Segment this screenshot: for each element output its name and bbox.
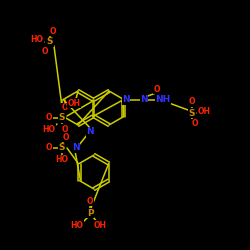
Text: O: O xyxy=(189,98,195,106)
Text: HO: HO xyxy=(70,220,84,230)
Text: S: S xyxy=(59,114,65,122)
Text: OH: OH xyxy=(198,106,210,116)
Text: P: P xyxy=(87,208,93,218)
Text: N: N xyxy=(86,128,94,136)
Text: OH: OH xyxy=(94,220,106,230)
Text: O: O xyxy=(63,132,69,141)
Text: O: O xyxy=(192,120,198,128)
Text: S: S xyxy=(47,38,53,46)
Text: HO: HO xyxy=(30,36,44,44)
Text: O: O xyxy=(87,196,93,205)
Text: O: O xyxy=(154,84,160,94)
Text: HO: HO xyxy=(42,124,56,134)
Text: O: O xyxy=(62,124,68,134)
Text: O: O xyxy=(62,104,68,112)
Text: O: O xyxy=(42,48,48,56)
Text: O: O xyxy=(50,26,56,36)
Text: O: O xyxy=(46,114,52,122)
Text: NH: NH xyxy=(156,96,170,104)
Text: N: N xyxy=(122,96,130,104)
Text: S: S xyxy=(59,144,65,152)
Text: S: S xyxy=(189,108,195,118)
Text: HO: HO xyxy=(56,156,68,164)
Text: OH: OH xyxy=(68,98,80,108)
Text: N: N xyxy=(72,144,80,152)
Text: O: O xyxy=(46,144,52,152)
Text: N: N xyxy=(140,96,148,104)
